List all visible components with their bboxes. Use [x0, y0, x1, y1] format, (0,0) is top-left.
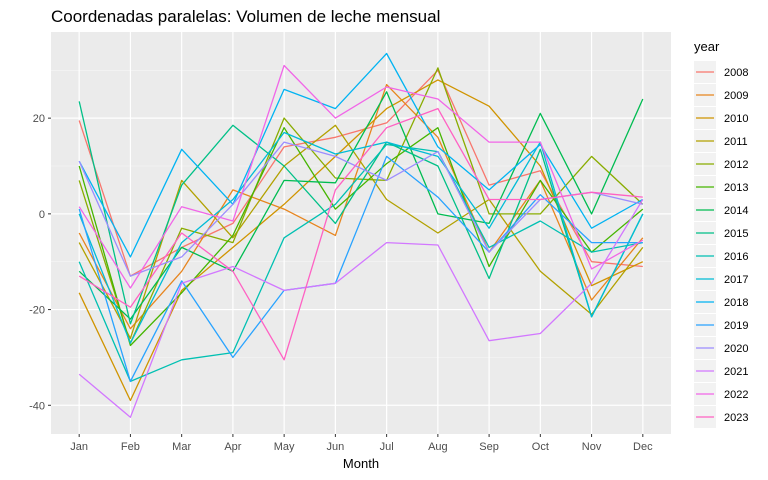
legend-label-2021: 2021: [724, 366, 748, 378]
y-tick-label: 20: [33, 113, 45, 125]
y-axis: 20 0 -20 -40: [29, 113, 51, 412]
legend-label-2017: 2017: [724, 274, 748, 286]
series-line-2009: [78, 83, 644, 330]
legend-label-2011: 2011: [724, 136, 748, 148]
x-tick-label: Sep: [479, 441, 499, 453]
x-tick-label: Nov: [582, 441, 602, 453]
x-tick-label: Mar: [172, 441, 191, 453]
legend-label-2020: 2020: [724, 343, 748, 355]
legend-label-2009: 2009: [724, 90, 748, 102]
y-tick-label: 0: [39, 209, 45, 221]
legend-title: year: [694, 39, 720, 54]
x-tick-label: Feb: [121, 441, 140, 453]
x-axis: Jan Feb Mar Apr May Jun Jul Aug Sep Oct Nov Dec: [70, 434, 653, 453]
series-line-2013: [78, 127, 644, 347]
legend-label-2023: 2023: [724, 412, 748, 424]
legend-label-2016: 2016: [724, 251, 748, 263]
legend: year 2008 2009 2010 2011 2012 2013 2014 2015 201…: [694, 39, 748, 428]
series-line-2023: [78, 107, 643, 361]
series-line-2017: [78, 131, 644, 344]
x-tick-label: Apr: [224, 441, 241, 453]
series-line-2012: [78, 67, 644, 344]
legend-label-2014: 2014: [724, 205, 748, 217]
x-tick-label: Aug: [428, 441, 448, 453]
x-tick-label: May: [274, 441, 295, 453]
legend-label-2018: 2018: [724, 297, 748, 309]
x-tick-label: Jul: [380, 441, 394, 453]
series-line-2022: [78, 64, 644, 289]
series-line-2010: [78, 79, 644, 402]
series-line-2015: [78, 101, 644, 325]
chart-title: Coordenadas paralelas: Volumen de leche …: [51, 7, 440, 26]
legend-label-2012: 2012: [724, 159, 748, 171]
series-line-2021: [78, 199, 644, 418]
y-tick-label: -40: [29, 400, 45, 412]
x-tick-label: Dec: [633, 441, 653, 453]
legend-label-2015: 2015: [724, 228, 748, 240]
legend-label-2019: 2019: [724, 320, 748, 332]
legend-label-2010: 2010: [724, 113, 748, 125]
legend-label-2013: 2013: [724, 182, 748, 194]
legend-label-2022: 2022: [724, 389, 748, 401]
x-tick-label: Jan: [70, 441, 88, 453]
series-line-2016: [78, 143, 643, 383]
x-axis-title: Month: [343, 456, 379, 471]
series-line-2018: [78, 52, 644, 258]
x-tick-label: Oct: [532, 441, 549, 453]
series-line-2019: [78, 155, 643, 383]
series-lines: [78, 52, 644, 418]
legend-label-2008: 2008: [724, 67, 748, 79]
y-tick-label: -20: [29, 305, 45, 317]
x-tick-label: Jun: [327, 441, 345, 453]
